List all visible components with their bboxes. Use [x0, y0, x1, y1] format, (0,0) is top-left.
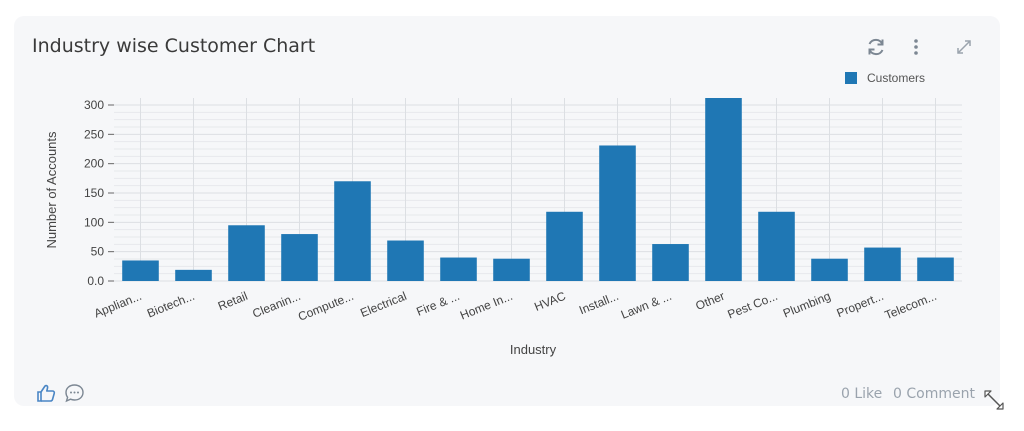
card-title: Industry wise Customer Chart [32, 35, 316, 57]
y-tick-label: 150 [84, 186, 104, 200]
chart-card [14, 16, 1000, 406]
bar-10 [652, 244, 689, 281]
bar-2 [228, 225, 265, 281]
x-tick-label: Retail [216, 289, 250, 313]
x-tick-label: HVAC [532, 289, 568, 314]
x-tick-label: Install... [577, 289, 621, 317]
x-tick-label: Other [694, 289, 727, 313]
legend-swatch [845, 72, 857, 84]
y-tick-label: 50 [91, 245, 105, 259]
comment-count[interactable]: 0 Comment [893, 386, 975, 402]
y-tick-label: 0.0 [87, 274, 104, 288]
x-tick-label: Biotech... [145, 289, 197, 321]
x-tick-label: Telecom... [883, 289, 939, 322]
x-tick-label: Compute... [296, 289, 356, 324]
bar-14 [864, 247, 901, 281]
bar-1 [175, 269, 212, 281]
x-axis-label: Industry [510, 342, 557, 357]
bar-13 [811, 258, 848, 281]
like-count[interactable]: 0 Like [841, 386, 883, 402]
bar-12 [758, 211, 795, 281]
bar-15 [917, 257, 954, 281]
x-tick-label: Home In... [458, 289, 515, 323]
bar-8 [546, 211, 583, 281]
comment-icon[interactable] [64, 383, 86, 405]
y-axis-label: Number of Accounts [44, 131, 59, 249]
y-tick-label: 100 [84, 215, 104, 229]
refresh-icon[interactable] [864, 35, 888, 59]
y-tick-label: 200 [84, 157, 104, 171]
kebab-menu-icon[interactable] [904, 35, 928, 59]
y-tick-label: 300 [84, 98, 104, 112]
expand-icon[interactable] [952, 35, 976, 59]
x-tick-label: Plumbing [781, 289, 833, 321]
bar-11 [705, 98, 742, 281]
x-tick-label: Applian... [92, 289, 144, 321]
x-tick-label: Cleanin... [250, 289, 302, 321]
x-tick-label: Lawn & ... [619, 289, 674, 322]
bar-7 [493, 258, 530, 281]
x-tick-label: Fire & ... [414, 289, 461, 319]
legend-label: Customers [867, 71, 925, 85]
bar-5 [387, 240, 424, 281]
bar-3 [281, 234, 318, 281]
thumbs-up-icon[interactable] [36, 383, 58, 405]
bar-9 [599, 145, 636, 281]
x-tick-label: Electrical [358, 289, 408, 320]
bar-6 [440, 257, 477, 281]
bar-0 [122, 260, 159, 281]
y-tick-label: 250 [84, 127, 104, 141]
x-tick-label: Propert... [835, 289, 886, 320]
resize-handle-icon[interactable] [983, 389, 1005, 411]
x-tick-label: Pest Co... [726, 289, 780, 322]
bar-4 [334, 181, 371, 281]
